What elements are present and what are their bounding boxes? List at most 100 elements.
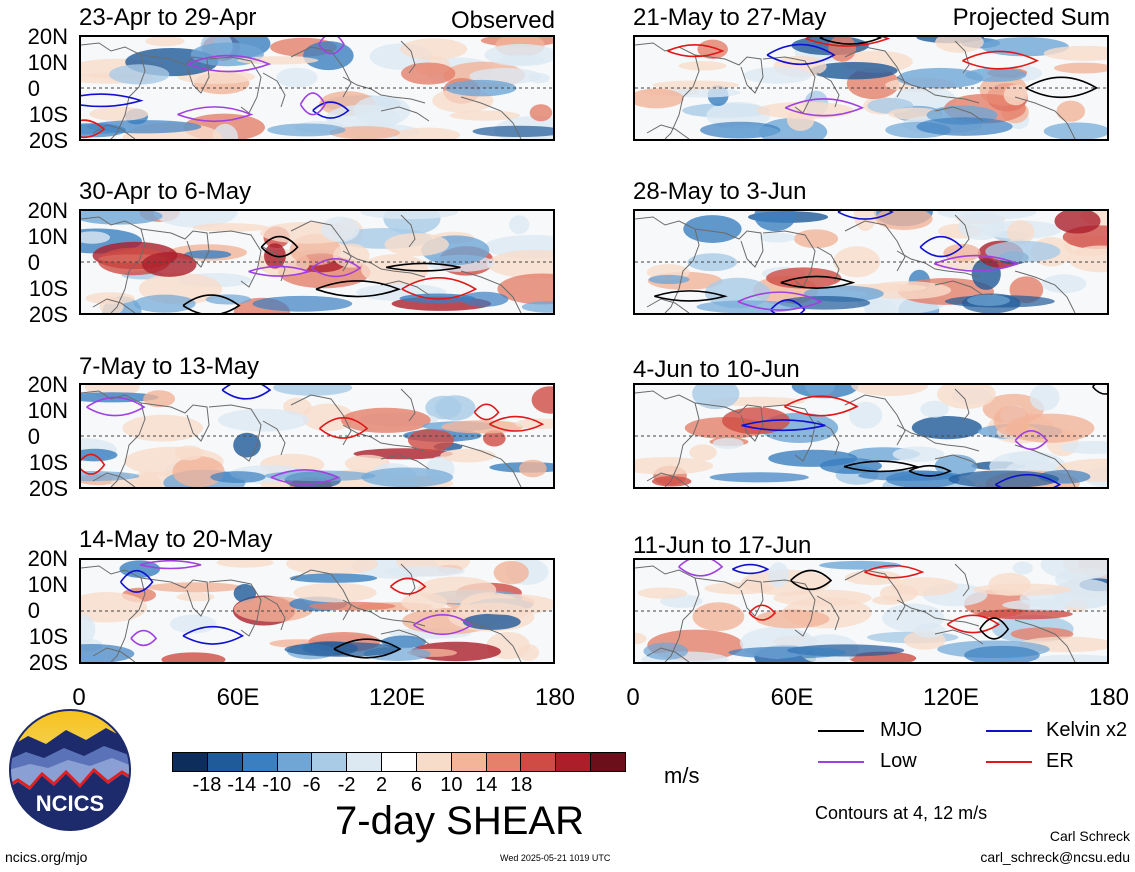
coastline <box>635 42 700 139</box>
kelvin-contour <box>766 43 836 65</box>
coastline <box>934 280 984 296</box>
map-panel <box>633 558 1109 664</box>
colorbar-tick-label: 10 <box>440 774 463 796</box>
er-contour <box>784 395 859 417</box>
colorbar-tick-label: -2 <box>337 774 356 796</box>
coastline <box>290 394 352 446</box>
lat-label: 10N <box>27 50 68 75</box>
lon-label: 180 <box>1088 684 1130 711</box>
low-contour <box>784 98 865 117</box>
coastline <box>92 124 136 139</box>
kelvin-contour <box>919 235 963 258</box>
lat-label: 10N <box>27 398 68 423</box>
colorbar-segment <box>312 753 348 771</box>
kelvin-contour <box>732 563 770 575</box>
kelvin-contour <box>119 569 154 593</box>
coastline <box>81 565 146 662</box>
coastline <box>460 444 522 487</box>
lat-label: 20S <box>28 302 68 327</box>
coastline <box>400 563 416 597</box>
lon-label: 120E <box>922 684 980 711</box>
er-contour <box>864 564 925 579</box>
legend-label-er: ER <box>1046 750 1074 772</box>
low-contour <box>130 629 158 647</box>
colorbar-tick-label: 6 <box>410 774 423 796</box>
shear-field <box>635 211 1107 313</box>
coastline <box>290 46 352 98</box>
low-contour <box>737 291 824 311</box>
shear-field <box>81 211 553 313</box>
lat-label: 0 <box>27 76 40 101</box>
er-contour <box>667 43 725 58</box>
low-contour <box>413 614 473 635</box>
coastline <box>290 569 352 621</box>
coastline <box>380 454 430 470</box>
coastline <box>208 230 262 288</box>
coastline <box>92 647 136 662</box>
lat-label: 0 <box>27 598 40 623</box>
er-contour <box>748 604 777 621</box>
low-contour <box>1014 430 1049 450</box>
panel-title: 4-Jun to 10-Jun <box>633 356 800 383</box>
lat-label: 20N <box>27 24 68 49</box>
mjo-contour <box>908 464 952 477</box>
mjo-contour <box>819 37 883 45</box>
panel-title: 11-Jun to 17-Jun <box>633 532 812 559</box>
mjo-contour <box>790 569 833 591</box>
lat-label: 20N <box>27 372 68 397</box>
coastline <box>635 216 700 313</box>
low-contour <box>86 396 146 417</box>
shear-field <box>81 560 553 662</box>
kelvin-contour <box>312 101 350 119</box>
map-panel <box>633 209 1109 315</box>
er-contour <box>401 277 478 300</box>
coastline <box>81 390 146 487</box>
mjo-contour <box>1025 76 1099 99</box>
colorbar-segment <box>486 753 522 771</box>
lon-label: 180 <box>534 684 576 711</box>
kelvin-contour <box>221 385 272 400</box>
panel-tag-observed: Observed <box>450 7 555 34</box>
colorbar-segment <box>382 753 417 771</box>
colorbar-segment <box>591 753 625 771</box>
colorbar-tick-label: 18 <box>510 774 533 796</box>
er-contour <box>81 453 106 475</box>
coastline <box>460 619 522 662</box>
coastline <box>208 579 262 637</box>
legend-line-er <box>986 761 1032 763</box>
colorbar-tick-label: -10 <box>262 774 292 796</box>
colorbar-segment <box>207 753 243 771</box>
low-contour <box>177 106 254 122</box>
colorbar-segment <box>347 753 383 771</box>
lat-label: 10N <box>27 572 68 597</box>
coastline <box>400 388 416 422</box>
legend-label-kelvin: Kelvin x2 <box>1046 719 1128 741</box>
mjo-contour <box>979 617 1010 640</box>
colorbar-segment <box>451 753 487 771</box>
contours-note: Contours at 4, 12 m/s <box>815 803 988 823</box>
lat-label: 10S <box>28 624 68 649</box>
coastline <box>646 124 690 139</box>
colorbar-tick-label: -18 <box>192 774 222 796</box>
coastline <box>896 250 980 278</box>
coastline <box>1014 270 1076 313</box>
map-panel <box>79 209 555 315</box>
lat-label: 10S <box>28 102 68 127</box>
lon-label: 60E <box>770 684 814 711</box>
coastline <box>896 424 980 452</box>
low-contour <box>270 469 341 485</box>
legend-line-low <box>818 761 864 763</box>
colorbar-segment <box>556 753 592 771</box>
coastline <box>342 424 426 452</box>
mjo-contour <box>780 275 856 289</box>
panel-title: 30-Apr to 6-May <box>79 178 252 205</box>
lat-label: 20S <box>28 650 68 675</box>
footer-url: ncics.org/mjo <box>5 849 88 865</box>
map-panel <box>633 35 1109 141</box>
panel-title: 23-Apr to 29-Apr <box>79 4 257 31</box>
coastline <box>81 216 146 313</box>
lat-label: 10N <box>27 224 68 249</box>
shear-field <box>635 37 1107 139</box>
low-contour <box>318 37 345 55</box>
shear-field <box>635 385 1107 487</box>
